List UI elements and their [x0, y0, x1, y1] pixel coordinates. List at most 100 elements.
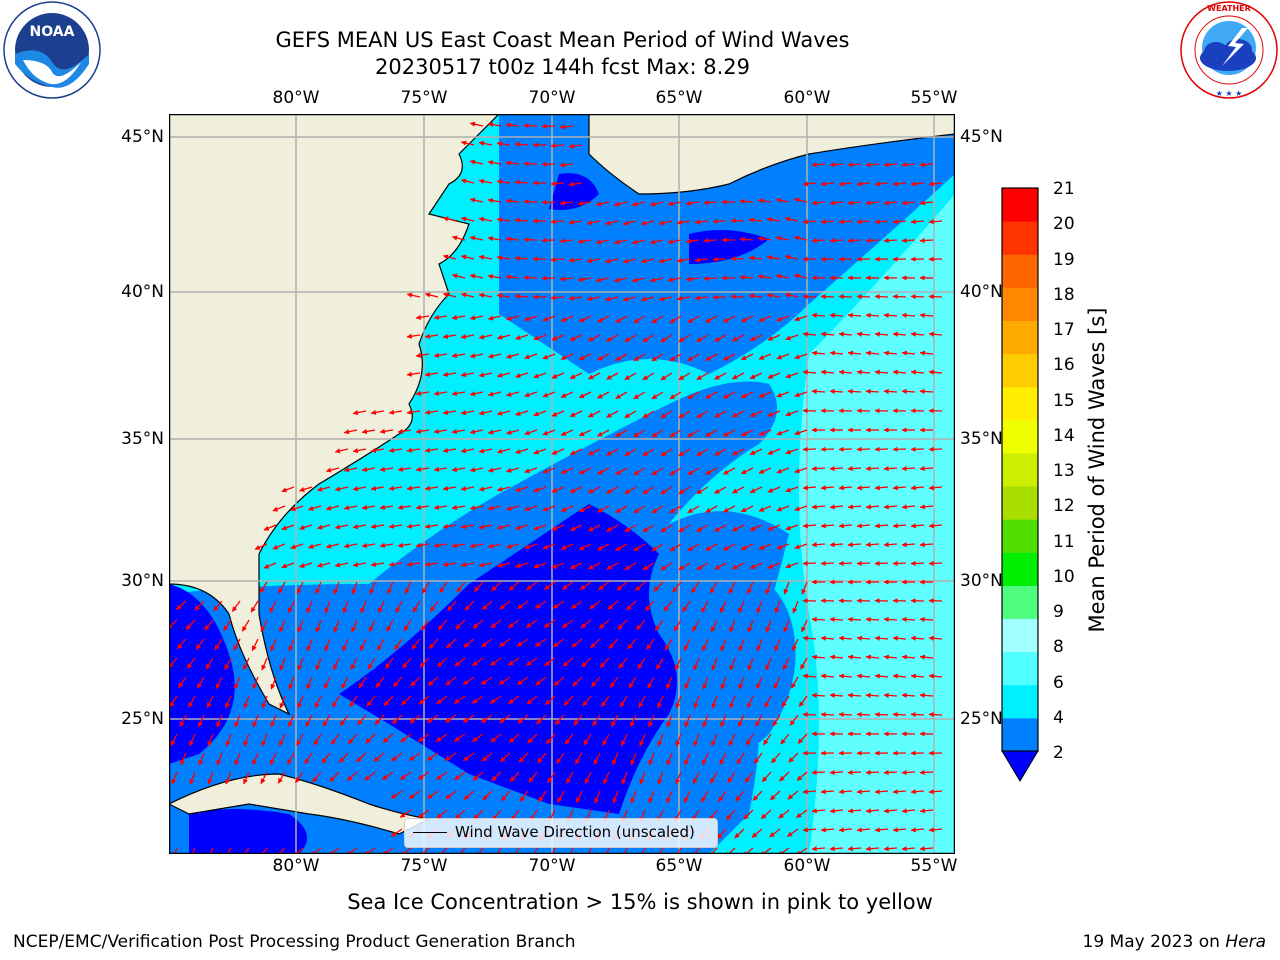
wave-direction-arrow — [478, 562, 493, 568]
wave-direction-arrow — [648, 752, 655, 766]
wave-direction-arrow — [865, 769, 880, 776]
wave-direction-arrow — [665, 676, 673, 690]
lon-tick-bottom: 55°W — [910, 856, 958, 876]
wave-direction-arrow — [514, 293, 529, 299]
wave-direction-arrow — [451, 235, 466, 241]
wave-direction-arrow — [415, 352, 430, 358]
wave-direction-arrow — [874, 560, 889, 566]
wave-direction-arrow — [687, 505, 700, 514]
wave-direction-arrow — [424, 485, 439, 491]
wave-direction-arrow — [216, 714, 223, 728]
wave-direction-arrow — [473, 809, 484, 820]
wave-direction-arrow — [469, 543, 484, 549]
wave-direction-arrow — [756, 638, 763, 652]
wave-direction-arrow — [785, 486, 799, 493]
wave-direction-arrow — [624, 562, 637, 571]
wave-direction-arrow — [910, 635, 925, 641]
wave-direction-arrow — [487, 236, 502, 242]
wave-direction-arrow — [775, 273, 790, 279]
wave-direction-arrow — [928, 369, 943, 375]
colorbar-label: Mean Period of Wind Waves [s] — [1085, 307, 1109, 633]
wave-direction-arrow — [811, 237, 826, 244]
wave-direction-arrow — [802, 523, 817, 529]
wave-direction-arrow — [374, 714, 385, 725]
wave-direction-arrow — [793, 235, 808, 241]
wave-direction-arrow — [811, 616, 826, 623]
wave-direction-arrow — [463, 752, 475, 762]
wave-direction-arrow — [388, 447, 403, 453]
lat-tick-left: 35°N — [121, 429, 164, 449]
wave-direction-arrow — [333, 657, 340, 671]
wave-direction-arrow — [343, 505, 358, 511]
wave-direction-arrow — [272, 543, 286, 550]
wave-direction-arrow — [910, 523, 925, 529]
wave-direction-arrow — [417, 771, 430, 780]
colorbar-segment — [1002, 320, 1038, 355]
wave-direction-arrow — [533, 524, 547, 531]
wave-direction-arrow — [758, 543, 772, 550]
wave-direction-arrow — [829, 542, 844, 548]
wave-direction-arrow — [401, 695, 412, 706]
wave-direction-arrow — [820, 673, 835, 679]
footer-date: 19 May 2023 on Hera — [1083, 932, 1267, 952]
wave-direction-arrow — [838, 485, 853, 491]
wave-direction-arrow — [883, 616, 898, 623]
wave-direction-arrow — [856, 294, 871, 300]
wave-direction-arrow — [847, 312, 862, 318]
wave-direction-arrow — [523, 123, 538, 129]
wave-direction-arrow — [802, 485, 817, 491]
wave-direction-arrow — [624, 372, 637, 381]
wave-direction-arrow — [901, 616, 916, 623]
wave-direction-arrow — [189, 733, 196, 747]
wave-direction-arrow — [727, 771, 736, 784]
wave-direction-arrow — [838, 181, 853, 187]
wave-direction-arrow — [654, 619, 664, 631]
wave-direction-arrow — [910, 673, 925, 679]
wave-direction-arrow — [412, 600, 421, 613]
wave-direction-arrow — [506, 315, 520, 321]
wave-direction-arrow — [892, 181, 907, 187]
wave-direction-arrow — [747, 657, 754, 671]
wave-direction-arrow — [740, 315, 754, 323]
wave-direction-arrow — [865, 692, 880, 698]
wave-direction-arrow — [874, 294, 889, 300]
wave-direction-arrow — [919, 200, 934, 206]
wave-direction-arrow — [776, 505, 790, 512]
wave-direction-arrow — [215, 676, 223, 690]
wave-direction-arrow — [352, 410, 367, 416]
wave-direction-arrow — [919, 465, 934, 472]
wave-direction-arrow — [480, 714, 493, 724]
wave-direction-arrow — [356, 752, 367, 763]
lat-tick-left: 30°N — [121, 571, 164, 591]
wave-direction-arrow — [610, 714, 619, 727]
wave-direction-arrow — [315, 581, 322, 595]
wave-direction-arrow — [928, 331, 943, 337]
wave-direction-arrow — [718, 790, 727, 803]
wave-direction-arrow — [575, 790, 583, 804]
wave-direction-arrow — [628, 676, 637, 689]
wave-direction-arrow — [847, 237, 862, 244]
wave-direction-arrow — [634, 581, 646, 592]
wave-direction-arrow — [170, 733, 178, 747]
wave-direction-arrow — [847, 692, 862, 698]
wave-direction-arrow — [279, 619, 286, 633]
wave-direction-arrow — [622, 296, 637, 302]
wave-direction-arrow — [406, 333, 421, 339]
wave-direction-arrow — [569, 524, 583, 532]
wave-direction-arrow — [651, 429, 664, 438]
wave-direction-arrow — [767, 562, 781, 569]
wave-direction-arrow — [693, 657, 700, 671]
wave-direction-arrow — [460, 562, 475, 568]
wave-direction-arrow — [785, 334, 799, 341]
colorbar — [1001, 187, 1039, 782]
wave-direction-arrow — [696, 410, 709, 419]
wave-direction-arrow — [901, 200, 916, 206]
wave-direction-arrow — [550, 257, 565, 263]
wave-direction-arrow — [288, 676, 295, 690]
wave-direction-arrow — [442, 254, 457, 260]
legend-line-sample — [413, 832, 447, 833]
wave-direction-arrow — [568, 295, 583, 301]
wave-direction-arrow — [472, 619, 484, 629]
wave-direction-arrow — [651, 467, 664, 476]
wave-direction-arrow — [649, 239, 664, 245]
